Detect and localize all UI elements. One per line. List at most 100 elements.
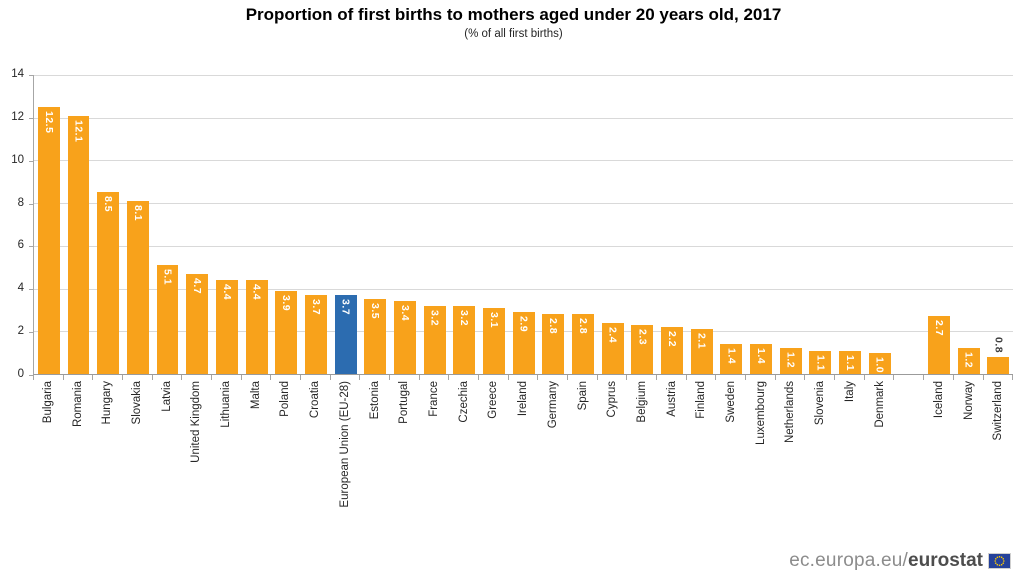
x-axis-tick-mark xyxy=(271,375,302,380)
bar-slot-greece: 3.1 xyxy=(479,75,509,374)
bar-value-label: 3.9 xyxy=(280,294,293,311)
bar-value-label: 2.1 xyxy=(695,333,708,350)
x-axis-category-label: Finland xyxy=(695,381,708,419)
bar-sweden: 1.4 xyxy=(720,344,743,374)
bar-estonia: 3.5 xyxy=(364,299,387,374)
x-axis-category-label: Czechia xyxy=(457,381,470,423)
gridline xyxy=(34,117,1013,119)
bar-value-label: 1.4 xyxy=(754,348,767,365)
x-axis-tick-mark xyxy=(776,375,806,380)
bar-value-label: 3.2 xyxy=(458,309,471,326)
x-label-cell-cyprus: Cyprus xyxy=(597,381,627,536)
x-axis-tick-mark xyxy=(301,375,331,380)
bar-value-label: 3.4 xyxy=(398,305,411,322)
x-label-cell-finland: Finland xyxy=(686,381,716,536)
x-axis-category-label: Switzerland xyxy=(992,381,1005,441)
bar-slot-poland: 3.9 xyxy=(271,75,301,374)
bar-slot-slovenia: 1.1 xyxy=(805,75,835,374)
bar-slovenia: 1.1 xyxy=(809,350,832,374)
x-axis-category-label: Croatia xyxy=(309,381,322,419)
bar-slot-czechia: 3.2 xyxy=(449,75,479,374)
y-axis: 0 2 4 6 8 10 12 14 xyxy=(0,68,33,380)
bar-value-label: 4.4 xyxy=(250,284,263,301)
chart-subtitle: (% of all first births) xyxy=(464,28,563,40)
bar-value-label: 2.2 xyxy=(665,331,678,348)
bar-slot-belgium: 2.3 xyxy=(627,75,657,374)
x-axis-tick-mark xyxy=(657,375,687,380)
x-axis-tick-mark xyxy=(479,375,509,380)
bar-france: 3.2 xyxy=(423,305,446,374)
bar-value-label: 8.1 xyxy=(131,205,144,222)
x-label-cell-austria: Austria xyxy=(657,381,687,536)
x-label-cell-slovakia: Slovakia xyxy=(122,381,152,536)
bar-value-label: 2.7 xyxy=(932,320,945,337)
bar-value-label: 2.3 xyxy=(636,328,649,345)
bar-slot-sweden: 1.4 xyxy=(716,75,746,374)
bar-value-label: 1.2 xyxy=(784,352,797,369)
x-axis-tick-mark xyxy=(568,375,598,380)
bar-ireland: 2.9 xyxy=(512,312,535,374)
x-axis-tick-mark xyxy=(835,375,865,380)
x-label-cell-hungary: Hungary xyxy=(92,381,122,536)
eu-flag-icon xyxy=(988,553,1011,569)
x-axis-category-label: Hungary xyxy=(101,381,114,425)
x-axis-tick-mark xyxy=(687,375,717,380)
x-label-cell-malta: Malta xyxy=(241,381,271,536)
bar-austria: 2.2 xyxy=(660,327,683,374)
bar-slot-spain: 2.8 xyxy=(568,75,598,374)
x-label-cell-norway: Norway xyxy=(954,381,984,536)
x-axis-tick-mark xyxy=(716,375,747,380)
x-axis-tick-mark xyxy=(805,375,836,380)
x-axis-category-label: Estonia xyxy=(368,381,381,420)
bar-slot-estonia: 3.5 xyxy=(360,75,390,374)
x-axis-tick-mark xyxy=(954,375,984,380)
bar-switzerland: 0.8 xyxy=(987,337,1010,374)
bar-slot-luxembourg: 1.4 xyxy=(746,75,776,374)
bar-united-kingdom: 4.7 xyxy=(186,273,209,374)
bar-slot-italy: 1.1 xyxy=(835,75,865,374)
bar-denmark: 1.0 xyxy=(868,352,891,374)
bar-slot-netherlands: 1.2 xyxy=(776,75,806,374)
x-label-cell-united-kingdom: United Kingdom xyxy=(182,381,212,536)
x-axis-tick-mark xyxy=(984,375,1014,380)
x-axis-tick-mark xyxy=(420,375,450,380)
bar-portugal: 3.4 xyxy=(393,301,416,374)
x-axis-tick-mark xyxy=(746,375,776,380)
bar-slot-cyprus: 2.4 xyxy=(598,75,628,374)
x-axis-category-label: Greece xyxy=(487,381,500,419)
x-label-cell-belgium: Belgium xyxy=(627,381,657,536)
gridline xyxy=(34,245,1013,247)
x-label-cell-bulgaria: Bulgaria xyxy=(33,381,63,536)
x-axis-tick-mark xyxy=(449,375,480,380)
bar-slot-slovakia: 8.1 xyxy=(123,75,153,374)
bar-value-label: 2.4 xyxy=(606,326,619,343)
x-axis-category-label: Ireland xyxy=(517,381,530,417)
x-label-cell-luxembourg: Luxembourg xyxy=(746,381,776,536)
x-axis-tick-mark xyxy=(924,375,954,380)
bar-value-label: 2.8 xyxy=(576,318,589,335)
x-axis-category-label: Norway xyxy=(962,381,975,420)
x-axis-tick-mark xyxy=(331,375,361,380)
x-axis-category-label: Iceland xyxy=(932,381,945,419)
y-axis-tick-mark xyxy=(29,117,33,119)
x-axis-category-label: Bulgaria xyxy=(41,381,54,424)
bar-germany: 2.8 xyxy=(542,314,565,374)
bar-slot-latvia: 5.1 xyxy=(153,75,183,374)
x-axis-tick-mark xyxy=(182,375,213,380)
eurostat-footer: ec.europa.eu/eurostat xyxy=(789,550,1011,572)
x-label-cell-portugal: Portugal xyxy=(389,381,419,536)
bar-value-label: 3.7 xyxy=(339,298,352,316)
bar-value-label: 1.1 xyxy=(814,354,827,371)
bar-slot-finland: 2.1 xyxy=(687,75,717,374)
bar-slot-united-kingdom: 4.7 xyxy=(182,75,212,374)
y-axis-tick-label: 6 xyxy=(17,239,24,252)
bar-poland: 3.9 xyxy=(275,290,298,374)
bar-value-label: 3.2 xyxy=(428,309,441,326)
bar-value-label: 12.5 xyxy=(42,111,55,134)
bar-luxembourg: 1.4 xyxy=(749,344,772,374)
x-label-cell-european-union-eu-28: European Union (EU-28) xyxy=(330,381,360,536)
y-axis-tick-label: 14 xyxy=(11,68,24,80)
bar-value-label: 4.4 xyxy=(220,284,233,301)
x-label-cell-germany: Germany xyxy=(538,381,568,536)
bar-slot-austria: 2.2 xyxy=(657,75,687,374)
